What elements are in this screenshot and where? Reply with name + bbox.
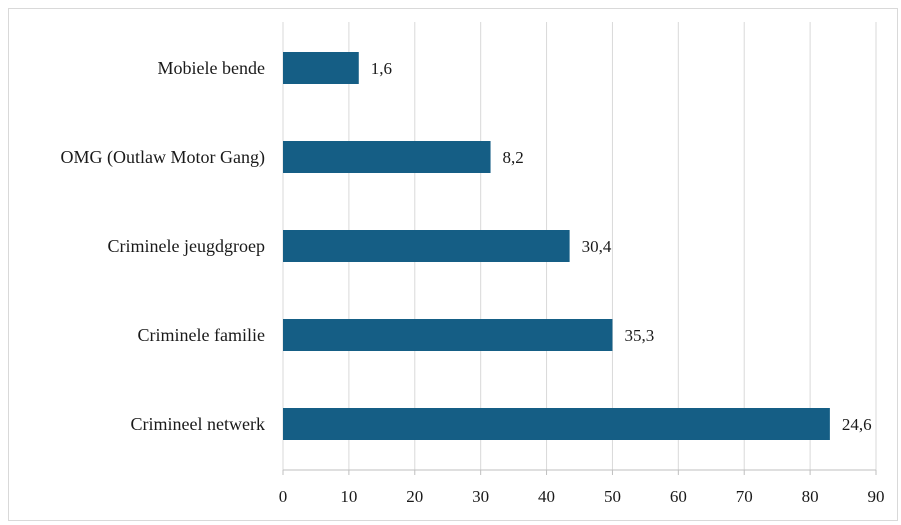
x-tick-label: 30 (472, 487, 489, 506)
x-tick-label: 20 (406, 487, 423, 506)
x-tick-label: 60 (670, 487, 687, 506)
data-label: 8,2 (503, 148, 524, 167)
category-label: Crimineel netwerk (131, 414, 265, 434)
bars (283, 52, 830, 440)
category-label: Criminele jeugdgroep (108, 236, 265, 256)
data-label: 1,6 (371, 59, 392, 78)
x-tick-label: 10 (340, 487, 357, 506)
x-tick-label: 50 (604, 487, 621, 506)
data-label: 30,4 (582, 237, 612, 256)
bar (283, 319, 613, 351)
x-tick-label: 40 (538, 487, 555, 506)
data-label: 24,6 (842, 415, 872, 434)
bar (283, 141, 491, 173)
data-label: 35,3 (624, 326, 654, 345)
x-tick-label: 0 (279, 487, 288, 506)
x-tick-labels: 0 10 20 30 40 50 60 70 80 90 (279, 487, 885, 506)
category-label: OMG (Outlaw Motor Gang) (61, 147, 265, 168)
bar (283, 408, 830, 440)
x-tick-label: 80 (802, 487, 819, 506)
x-tick-label: 70 (736, 487, 753, 506)
data-labels: 1,6 8,2 30,4 35,3 24,6 (371, 59, 872, 434)
category-label: Criminele familie (138, 325, 265, 345)
x-tick-label: 90 (868, 487, 885, 506)
category-labels: Mobiele bende OMG (Outlaw Motor Gang) Crim… (61, 58, 265, 434)
category-label: Mobiele bende (158, 58, 265, 78)
bar (283, 52, 359, 84)
bar (283, 230, 570, 262)
